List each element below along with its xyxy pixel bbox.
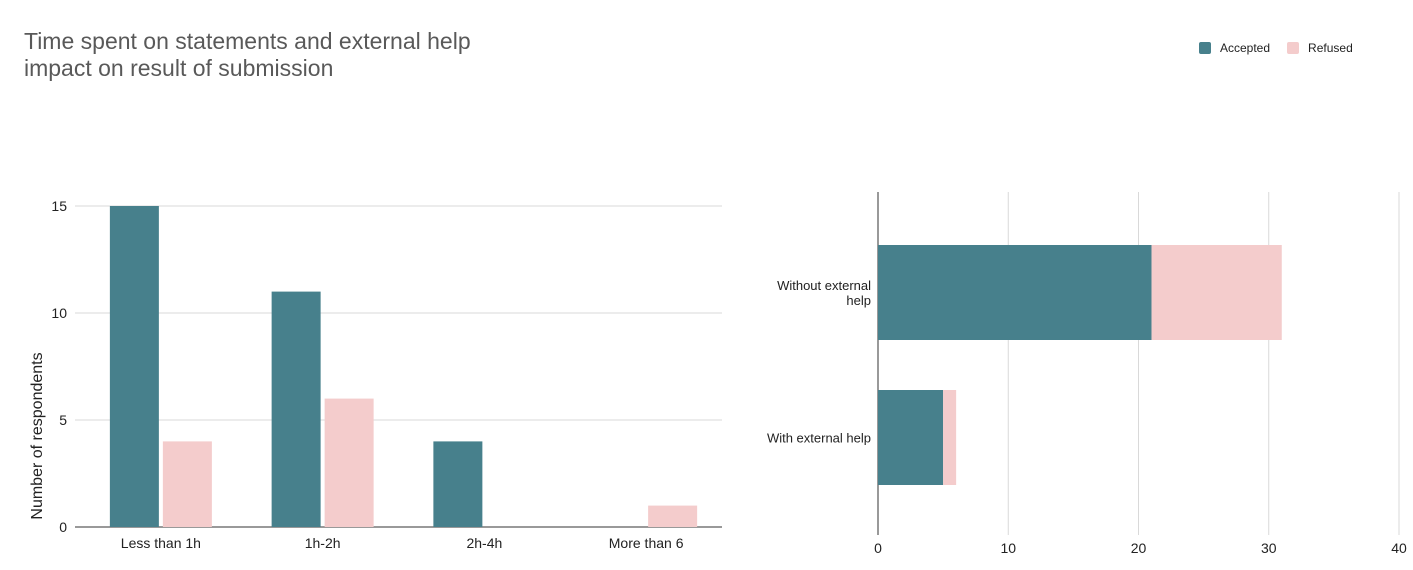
x-tick-label: 0 <box>874 540 882 556</box>
legend-swatch-accepted <box>1199 42 1211 54</box>
x-tick-label: 30 <box>1261 540 1277 556</box>
x-tick-label: 20 <box>1131 540 1147 556</box>
legend-item-refused: Refused <box>1287 41 1353 55</box>
y-tick-label: 0 <box>59 519 67 535</box>
legend-label-refused: Refused <box>1308 41 1353 55</box>
bar-refused <box>324 398 374 527</box>
legend-swatch-refused <box>1287 42 1300 54</box>
y-tick-label: 5 <box>59 412 67 428</box>
stacked-bar-refused <box>943 390 957 485</box>
y-tick-label: 10 <box>51 305 67 321</box>
stacked-bar-accepted <box>878 390 944 485</box>
bar-refused <box>648 505 698 527</box>
chart-title-line-1: Time spent on statements and external he… <box>24 28 471 54</box>
stacked-bar-accepted <box>878 245 1152 340</box>
x-tick-label: 10 <box>1000 540 1016 556</box>
y-axis-label: Number of respondents <box>29 352 46 519</box>
y-tick-label: 15 <box>51 198 67 214</box>
x-tick-label: Less than 1h <box>121 535 201 551</box>
stacked-bar-refused <box>1151 245 1282 340</box>
x-tick-label: More than 6 <box>609 535 684 551</box>
bar-refused <box>162 441 212 527</box>
legend: Accepted Refused <box>1199 41 1370 55</box>
y-tick-label: Without external <box>777 278 871 293</box>
legend-item-accepted: Accepted <box>1199 41 1270 55</box>
x-tick-label: 40 <box>1391 540 1407 556</box>
bar-accepted <box>271 291 321 527</box>
bar-accepted <box>109 206 159 527</box>
y-tick-label: With external help <box>767 431 871 446</box>
y-tick-label: help <box>846 293 871 308</box>
bar-accepted <box>433 441 483 527</box>
chart-title-line-2: impact on result of submission <box>24 55 334 81</box>
legend-label-accepted: Accepted <box>1220 41 1271 55</box>
x-tick-label: 2h-4h <box>466 535 502 551</box>
x-tick-label: 1h-2h <box>305 535 341 551</box>
chart-title: Time spent on statements and external he… <box>24 28 471 82</box>
